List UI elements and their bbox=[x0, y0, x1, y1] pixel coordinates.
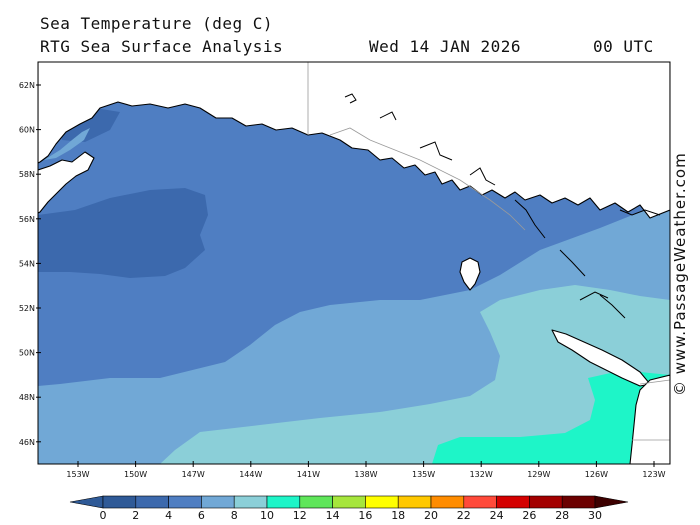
inlet-water bbox=[44, 128, 90, 160]
colorbar-label: 24 bbox=[490, 509, 504, 522]
longitude-label: 144W bbox=[239, 470, 262, 479]
colorbar-label: 4 bbox=[165, 509, 172, 522]
colorbar-segment bbox=[561, 495, 596, 509]
colorbar-segment bbox=[168, 495, 202, 509]
colorbar-label: 14 bbox=[326, 509, 340, 522]
colorbar-label: 16 bbox=[358, 509, 372, 522]
colorbar-segment bbox=[365, 495, 399, 509]
colorbar: 0 2 4 6 8 10 12 14 16 18 20 22 24 26 28 30 bbox=[69, 495, 629, 522]
coastline-detail bbox=[344, 93, 661, 319]
latitude-label: 60N bbox=[19, 126, 35, 135]
colorbar-segment bbox=[233, 495, 268, 509]
latitude-ticks: 62N 60N 58N 56N 54N 52N 50N 48N 46N bbox=[19, 81, 41, 447]
longitude-label: 126W bbox=[585, 470, 608, 479]
colorbar-label: 28 bbox=[555, 509, 569, 522]
longitude-label: 123W bbox=[642, 470, 665, 479]
latitude-label: 58N bbox=[19, 170, 35, 179]
longitude-label: 138W bbox=[354, 470, 377, 479]
latitude-label: 62N bbox=[19, 81, 35, 90]
latitude-label: 50N bbox=[19, 349, 35, 358]
longitude-label: 132W bbox=[470, 470, 493, 479]
latitude-label: 46N bbox=[19, 438, 35, 447]
latitude-label: 56N bbox=[19, 215, 35, 224]
colorbar-label: 22 bbox=[457, 509, 471, 522]
colorbar-segment bbox=[397, 495, 432, 509]
colorbar-label: 18 bbox=[391, 509, 405, 522]
alaska-peninsula bbox=[38, 151, 95, 214]
colorbar-label: 26 bbox=[522, 509, 536, 522]
haida-gwaii bbox=[459, 257, 481, 291]
colorbar-label: 12 bbox=[293, 509, 307, 522]
north-america-coast bbox=[38, 62, 670, 219]
latitude-label: 48N bbox=[19, 393, 35, 402]
temperature-band-10-12 bbox=[432, 372, 670, 464]
colorbar-label: 10 bbox=[260, 509, 274, 522]
valid-date: Wed 14 JAN 2026 bbox=[369, 37, 521, 56]
colorbar-segment bbox=[496, 495, 530, 509]
longitude-label: 129W bbox=[527, 470, 550, 479]
colorbar-label: 0 bbox=[100, 509, 107, 522]
longitude-ticks: 153W 150W 147W 144W 141W 138W 135W 132W 129W 126W… bbox=[66, 461, 666, 479]
colorbar-label: 6 bbox=[198, 509, 205, 522]
colorbar-label: 8 bbox=[231, 509, 238, 522]
longitude-label: 147W bbox=[182, 470, 205, 479]
map-subtitle: RTG Sea Surface Analysis bbox=[40, 37, 284, 56]
colorbar-segment bbox=[266, 495, 301, 509]
longitude-label: 150W bbox=[124, 470, 147, 479]
colorbar-segment bbox=[102, 495, 137, 509]
map-title: Sea Temperature (deg C) bbox=[40, 14, 274, 33]
colorbar-segment bbox=[529, 495, 563, 509]
longitude-label: 135W bbox=[412, 470, 435, 479]
colorbar-segment bbox=[430, 495, 465, 509]
colorbar-arrow-high bbox=[594, 495, 629, 509]
valid-time: 00 UTC bbox=[593, 37, 654, 56]
latitude-label: 54N bbox=[19, 259, 35, 268]
colorbar-segment bbox=[201, 495, 235, 509]
longitude-label: 153W bbox=[66, 470, 89, 479]
temperature-band-8-10 bbox=[160, 285, 670, 464]
colorbar-segment bbox=[463, 495, 497, 509]
colorbar-label: 20 bbox=[424, 509, 438, 522]
temperature-band-2-4 bbox=[38, 188, 208, 278]
colorbar-segment bbox=[332, 495, 366, 509]
political-borders bbox=[307, 62, 670, 441]
latitude-label: 52N bbox=[19, 304, 35, 313]
colorbar-arrow-low bbox=[69, 495, 104, 509]
colorbar-label: 2 bbox=[132, 509, 139, 522]
longitude-label: 141W bbox=[297, 470, 320, 479]
colorbar-label: 30 bbox=[588, 509, 602, 522]
land-area bbox=[38, 62, 670, 464]
map-area bbox=[38, 62, 670, 464]
colorbar-segment bbox=[299, 495, 333, 509]
colorbar-segment bbox=[135, 495, 169, 509]
